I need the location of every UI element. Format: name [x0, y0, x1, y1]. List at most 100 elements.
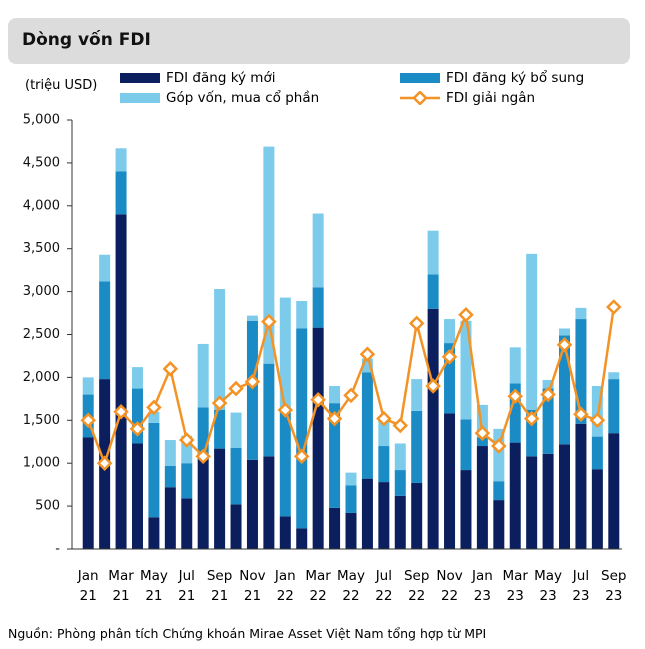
x-tick-label: Nov 22 — [436, 568, 463, 604]
y-tick-label: 1,500 — [23, 413, 60, 428]
x-tick-label: Sep 23 — [601, 568, 627, 604]
line-marker — [523, 410, 540, 427]
bar-segment — [411, 410, 423, 483]
bar-segment — [279, 410, 291, 517]
legend-item: FDI đăng ký bổ sung — [400, 70, 584, 86]
bar-segment — [378, 418, 390, 447]
bar-segment — [197, 458, 209, 549]
y-axis-label: (triệu USD) — [25, 78, 98, 93]
x-tick-label: Jul 22 — [375, 568, 393, 604]
bar-segment — [559, 444, 571, 549]
x-tick-label: Mar 22 — [305, 568, 331, 604]
line-marker — [261, 313, 277, 330]
bar-segment — [148, 517, 160, 549]
bar-segment — [148, 422, 160, 518]
line-marker — [408, 315, 425, 332]
bar-segment — [394, 495, 406, 549]
bar-segment — [329, 385, 341, 404]
line-marker — [195, 448, 211, 465]
bar-segment — [460, 470, 472, 549]
bar-segment — [559, 328, 571, 336]
bar-segment — [246, 315, 258, 321]
bar-segment — [148, 411, 160, 423]
bar-segment — [493, 481, 505, 501]
line-marker — [244, 373, 261, 390]
header-bar — [8, 18, 630, 64]
bar-segment — [181, 435, 193, 464]
bar-segment — [131, 367, 143, 389]
bar-segment — [279, 516, 291, 549]
bar-segment — [526, 456, 538, 549]
y-tick-label: 4,500 — [23, 155, 60, 170]
line-marker — [540, 386, 556, 403]
legend-item: FDI đăng ký mới — [120, 70, 275, 86]
y-tick-label: 3,000 — [23, 284, 60, 299]
bar-segment — [591, 436, 603, 470]
bar-segment — [263, 456, 275, 549]
bar-segment — [476, 404, 488, 438]
bar-segment — [296, 301, 308, 329]
bar-segment — [608, 433, 620, 549]
bar-segment — [296, 328, 308, 529]
bar-segment — [345, 472, 357, 486]
line-marker — [326, 410, 343, 427]
line-marker — [606, 299, 622, 315]
line-marker — [491, 438, 507, 454]
legend-label: FDI giải ngân — [446, 90, 536, 106]
legend-swatch — [120, 73, 160, 83]
line-marker — [376, 410, 392, 427]
bar-segment — [460, 320, 472, 420]
y-tick-label: 5,000 — [23, 113, 60, 128]
bar-segment — [493, 500, 505, 549]
legend-label: Góp vốn, mua cổ phần — [166, 90, 320, 106]
line-marker — [507, 388, 524, 405]
line-marker — [343, 387, 359, 404]
line-marker — [228, 380, 244, 397]
line-marker — [310, 391, 326, 408]
bar-segment — [115, 148, 127, 172]
source-note: Nguồn: Phòng phân tích Chứng khoán Mirae… — [8, 626, 487, 641]
legend-item: FDI giải ngân — [400, 90, 535, 106]
bar-segment — [493, 428, 505, 482]
line-marker — [392, 417, 409, 434]
bar-segment — [329, 507, 341, 549]
x-tick-label: Mar 23 — [502, 568, 528, 604]
bar-segment — [99, 281, 111, 380]
bar-segment — [230, 447, 242, 505]
y-tick-label: 4,000 — [23, 198, 60, 213]
bar-segment — [99, 254, 111, 282]
line-marker — [556, 337, 573, 353]
y-tick-label: 3,500 — [23, 241, 60, 256]
bar-segment — [427, 308, 439, 549]
line-marker — [573, 406, 589, 423]
bar-segment — [345, 512, 357, 549]
bar-segment — [214, 289, 226, 411]
bar-segment — [131, 443, 143, 549]
line-marker — [146, 399, 162, 416]
line-marker — [359, 346, 376, 363]
bar-segment — [411, 482, 423, 549]
legend-item: Góp vốn, mua cổ phần — [120, 90, 319, 106]
y-tick-label: 2,000 — [23, 370, 60, 385]
bar-segment — [427, 274, 439, 309]
line-marker — [277, 402, 294, 418]
line-marker — [589, 412, 606, 429]
bar-segment — [575, 423, 587, 549]
x-tick-label: May 22 — [337, 568, 365, 604]
bar-segment — [444, 319, 456, 344]
bar-segment — [361, 478, 373, 549]
x-tick-label: May 23 — [534, 568, 563, 604]
bar-segment — [509, 442, 521, 549]
line-marker — [178, 432, 195, 448]
x-tick-label: Jan 22 — [274, 568, 296, 604]
bar-segment — [246, 459, 258, 549]
x-tick-label: Jan 21 — [77, 568, 99, 604]
bar-segment — [115, 214, 127, 549]
bar-segment — [608, 379, 620, 434]
bar-segment — [509, 383, 521, 443]
bar-segment — [329, 403, 341, 508]
bar-segment — [411, 379, 423, 411]
bar-segment — [444, 413, 456, 549]
